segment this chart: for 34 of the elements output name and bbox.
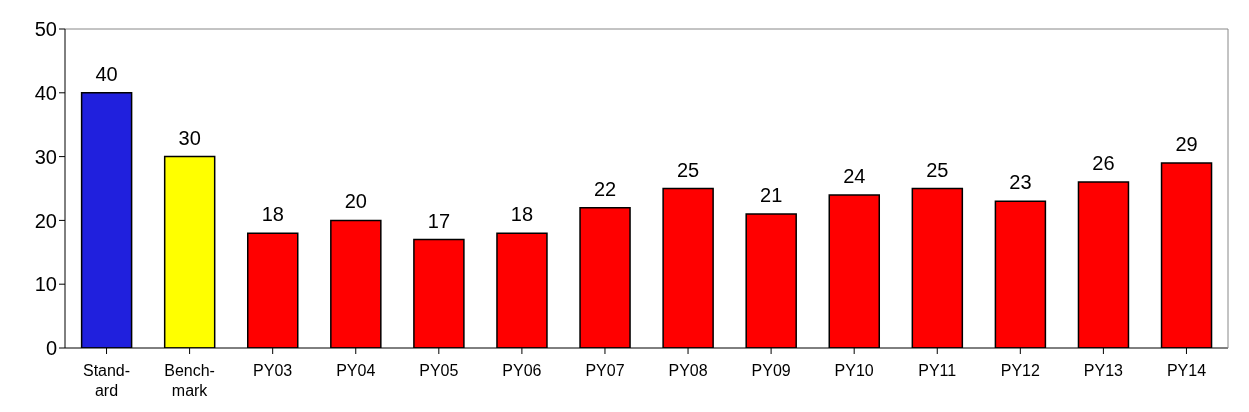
x-tick-label: PY04 — [336, 362, 376, 380]
y-tick-label: 0 — [45, 337, 57, 360]
data-label: 26 — [1092, 152, 1115, 175]
x-tick-label: PY03 — [253, 362, 293, 380]
data-label: 17 — [427, 209, 451, 232]
x-tick-label: PY12 — [1000, 362, 1040, 380]
data-label: 40 — [95, 62, 118, 85]
y-tick-label: 20 — [34, 209, 57, 232]
data-label: 20 — [344, 190, 367, 213]
data-label: 21 — [760, 184, 783, 207]
x-tick-label: Stand- ard — [82, 362, 131, 400]
x-tick-label: PY13 — [1083, 362, 1124, 380]
x-tick-label: PY05 — [419, 362, 459, 380]
data-label: 29 — [1175, 132, 1198, 155]
x-tick-label: PY08 — [668, 362, 708, 380]
y-tick-label: 10 — [34, 273, 57, 296]
data-label: 25 — [676, 158, 700, 181]
data-label: 18 — [510, 203, 534, 226]
x-tick-label: PY06 — [502, 362, 542, 380]
x-tick-label: PY11 — [918, 362, 957, 380]
x-tick-label: PY09 — [751, 362, 791, 380]
data-label: 18 — [261, 203, 284, 226]
x-tick-label: PY14 — [1166, 362, 1207, 380]
data-label: 30 — [178, 126, 201, 149]
x-tick-label: PY10 — [834, 362, 874, 380]
y-tick-label: 30 — [34, 145, 57, 168]
data-label: 25 — [926, 158, 949, 181]
data-label: 22 — [593, 177, 617, 200]
x-tick-label: PY07 — [585, 362, 625, 380]
x-tick-label: Bench- mark — [164, 362, 215, 400]
y-tick-label: 40 — [34, 81, 57, 104]
data-label: 24 — [843, 164, 866, 187]
data-label: 23 — [1009, 171, 1032, 194]
y-tick-label: 50 — [34, 18, 57, 41]
